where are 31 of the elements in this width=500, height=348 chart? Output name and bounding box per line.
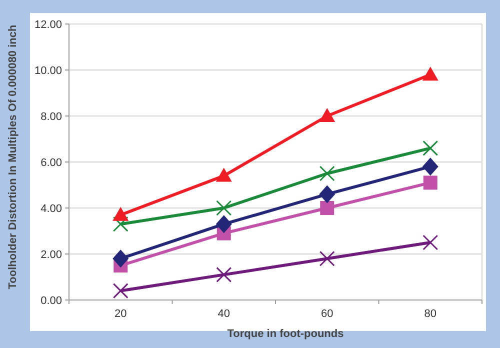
point <box>319 108 336 122</box>
y-tick-label: 10.00 <box>34 64 62 77</box>
point <box>216 215 232 234</box>
point <box>319 166 335 182</box>
point <box>319 250 335 266</box>
point <box>422 140 438 156</box>
point <box>112 250 129 268</box>
point <box>422 234 438 250</box>
point <box>422 158 438 176</box>
point <box>112 283 128 299</box>
x-tick-label: 80 <box>424 308 436 320</box>
x-tick-label: 60 <box>321 308 334 320</box>
point <box>422 66 438 81</box>
x-tick-label: 20 <box>114 308 127 320</box>
point <box>320 201 334 215</box>
point <box>112 206 129 221</box>
y-tick-label: 0.00 <box>40 294 62 307</box>
point <box>319 185 336 204</box>
y-tick-label: 12.00 <box>34 18 62 31</box>
point <box>216 200 232 216</box>
y-tick-label: 6.00 <box>40 156 62 169</box>
point <box>216 168 232 182</box>
y-tick-label: 8.00 <box>40 110 62 123</box>
x-axis-title: Torque in foot-pounds <box>227 328 344 340</box>
y-tick-label: 4.00 <box>40 202 62 215</box>
x-tick-label: 40 <box>218 308 230 320</box>
point <box>112 216 128 232</box>
point <box>423 176 438 190</box>
point <box>216 266 232 282</box>
y-axis-title: Toolholder Distortion In Multiples Of 0.000080 inch <box>7 24 19 290</box>
y-tick-label: 2.00 <box>40 248 62 261</box>
